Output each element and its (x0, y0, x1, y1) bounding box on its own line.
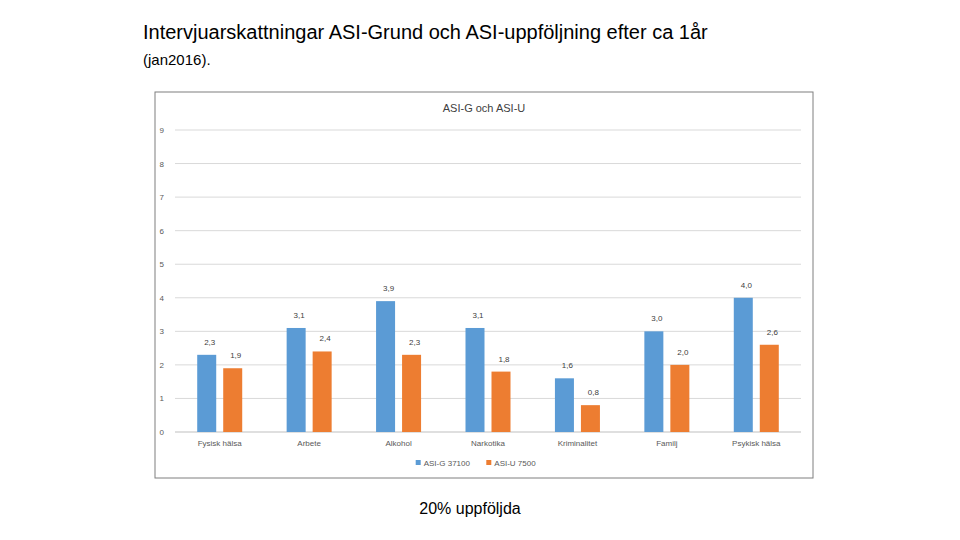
bars (197, 298, 779, 432)
y-tick-label: 5 (160, 260, 165, 269)
data-label: 1,9 (230, 351, 242, 360)
page-title: Intervjuarskattningar ASI-Grund och ASI-… (143, 21, 708, 43)
grid-line (175, 230, 801, 231)
data-label: 3,9 (383, 284, 395, 293)
y-tick-label: 2 (160, 361, 165, 370)
y-tick-label: 6 (160, 227, 165, 236)
data-label: 3,0 (651, 314, 663, 323)
legend: ASI-G 37100 ASI-U 7500 (416, 459, 537, 468)
data-label: 2,3 (409, 338, 421, 347)
y-tick-label: 8 (160, 160, 165, 169)
bar (376, 301, 395, 432)
bar (287, 328, 306, 432)
data-labels: 2,3 1,9 3,1 2,4 3,9 2,3 3,1 1,8 1,6 0,8 3,0 2,0 4,0 2… (204, 281, 778, 397)
y-tick-label: 0 (160, 428, 165, 437)
grid-line (175, 197, 801, 198)
data-label: 1,8 (498, 355, 510, 364)
page-subtitle: (jan2016). (143, 51, 211, 68)
grid-line (175, 398, 801, 399)
data-label: 2,4 (320, 334, 332, 343)
x-tick-label: Fysisk hälsa (198, 439, 243, 448)
legend-swatch (486, 460, 491, 465)
bar (734, 298, 753, 432)
bar (555, 378, 574, 432)
y-tick-label: 9 (160, 126, 165, 135)
grid-line (175, 130, 801, 131)
chart-title: ASI-G och ASI-U (443, 102, 526, 114)
y-tick-label: 1 (160, 394, 165, 403)
bar (197, 355, 216, 432)
data-label: 3,1 (294, 311, 306, 320)
bar (492, 372, 511, 432)
grid-line (175, 163, 801, 164)
grid-line (175, 364, 801, 365)
bar (313, 351, 332, 432)
footer-note: 20% uppföljda (419, 500, 521, 517)
y-tick-label: 3 (160, 327, 165, 336)
bar (760, 345, 779, 432)
x-tick-label: Familj (656, 439, 678, 448)
bar (581, 405, 600, 432)
y-tick-label: 4 (160, 294, 165, 303)
grid-line (175, 432, 801, 433)
data-label: 2,0 (677, 348, 689, 357)
root: Intervjuarskattningar ASI-Grund och ASI-… (0, 0, 960, 540)
legend-label: ASI-U 7500 (494, 459, 536, 468)
data-label: 4,0 (741, 281, 753, 290)
chart-frame (155, 92, 813, 478)
legend-label: ASI-G 37100 (424, 459, 471, 468)
bar (223, 368, 242, 432)
legend-swatch (416, 460, 421, 465)
bar (466, 328, 485, 432)
data-label: 2,6 (767, 328, 779, 337)
data-label: 3,1 (472, 311, 484, 320)
bar (670, 365, 689, 432)
data-label: 0,8 (588, 388, 600, 397)
x-tick-label: Kriminalitet (558, 439, 598, 448)
x-tick-label: Psykisk hälsa (732, 439, 781, 448)
grid-line (175, 297, 801, 298)
x-tick-label: Alkohol (385, 439, 411, 448)
x-tick-label: Arbete (297, 439, 321, 448)
bar (644, 331, 663, 432)
x-tick-label: Narkotika (471, 439, 505, 448)
y-tick-label: 7 (160, 193, 165, 202)
data-label: 1,6 (562, 361, 574, 370)
bar (402, 355, 421, 432)
grid-line (175, 331, 801, 332)
chart-svg: Intervjuarskattningar ASI-Grund och ASI-… (0, 0, 960, 540)
data-label: 2,3 (204, 338, 216, 347)
grid-line (175, 264, 801, 265)
